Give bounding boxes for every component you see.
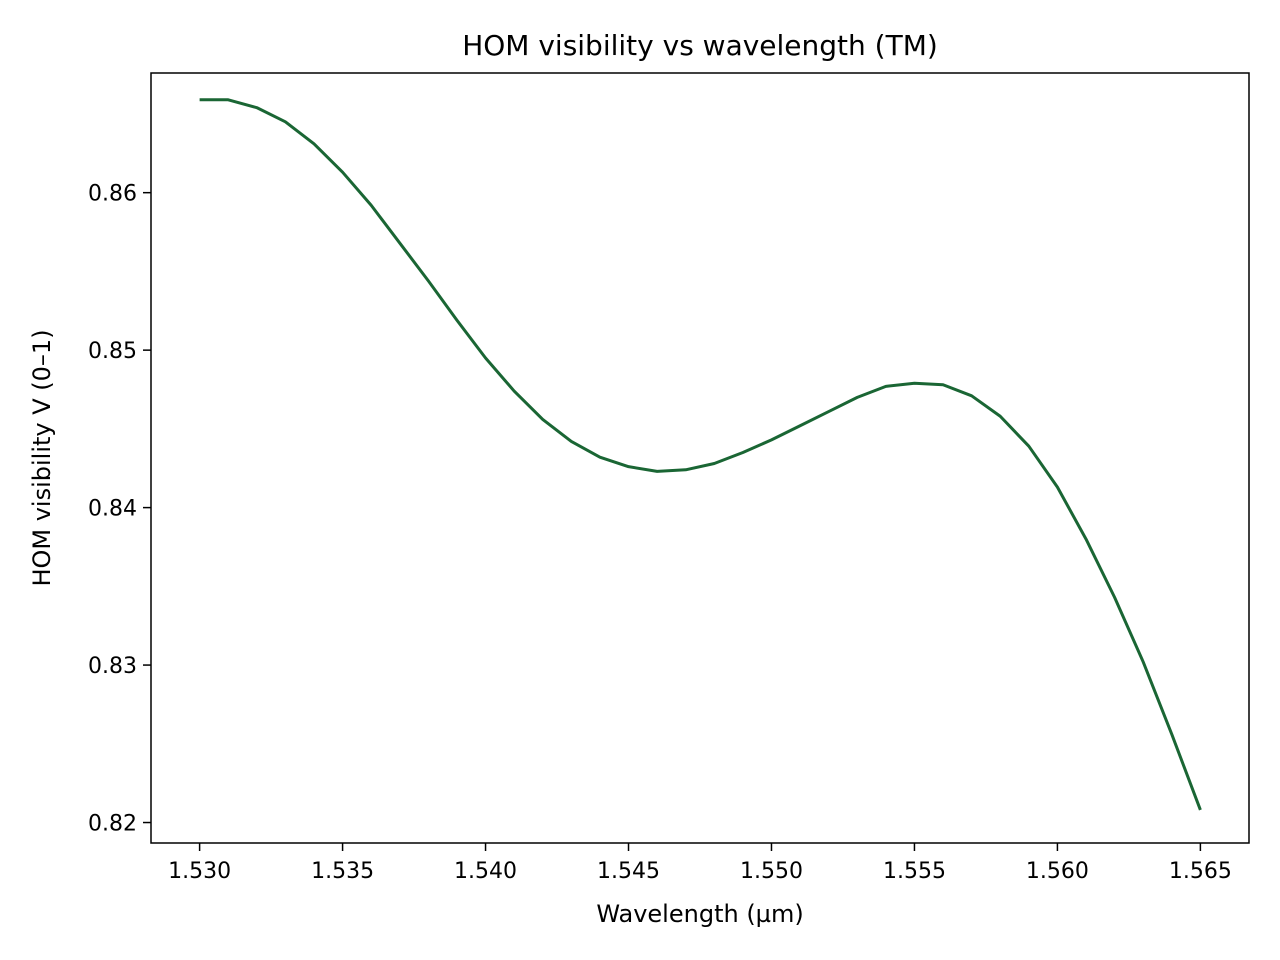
x-tick-label: 1.530	[168, 859, 231, 884]
y-axis-label: HOM visibility V (0–1)	[28, 329, 56, 586]
x-tick-label: 1.535	[311, 859, 374, 884]
y-axis: 0.82 0.83 0.84 0.85 0.86	[88, 182, 151, 837]
x-axis-label: Wavelength (µm)	[596, 900, 803, 928]
x-tick-label: 1.545	[597, 859, 660, 884]
chart-title: HOM visibility vs wavelength (TM)	[462, 29, 938, 62]
x-tick-label: 1.560	[1026, 859, 1089, 884]
x-tick-label: 1.565	[1169, 859, 1232, 884]
plot-area	[199, 98, 1202, 811]
x-tick-label: 1.555	[883, 859, 946, 884]
y-tick-label: 0.85	[88, 339, 137, 364]
y-tick-label: 0.86	[88, 182, 137, 207]
y-tick-label: 0.84	[88, 497, 137, 522]
x-axis: 1.530 1.535 1.540 1.545 1.550 1.555 1.560 1.565	[168, 843, 1232, 884]
y-tick-label: 0.82	[88, 812, 137, 837]
y-tick-label: 0.83	[88, 654, 137, 679]
series-line	[199, 98, 1202, 811]
x-tick-label: 1.550	[740, 859, 803, 884]
x-tick-label: 1.540	[454, 859, 517, 884]
axes-frame	[150, 72, 1250, 844]
